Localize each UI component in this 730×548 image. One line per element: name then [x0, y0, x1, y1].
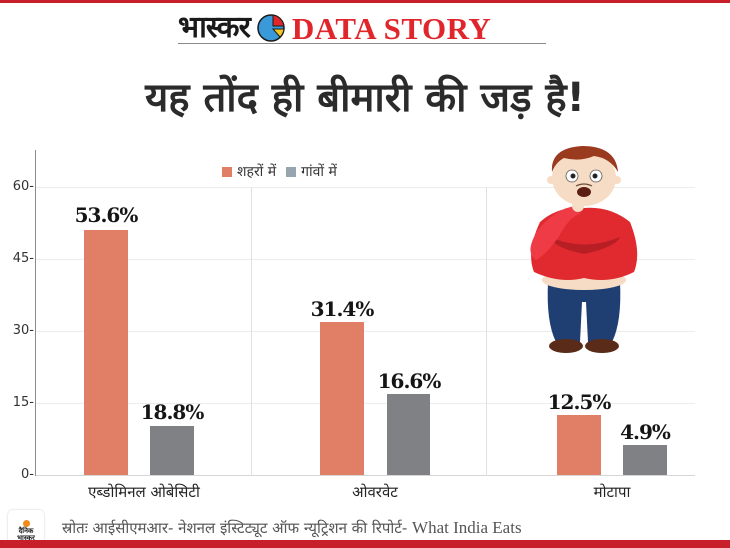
category-label-obesity: मोटापा [593, 483, 631, 501]
y-tick-15: 15- [12, 395, 34, 410]
bar-label-rural-obesity: 4.9% [620, 420, 671, 444]
dainik-bhaskar-logo: दैनिक भास्कर [8, 510, 44, 544]
logo-sun-icon [22, 520, 30, 527]
gridline-45 [36, 259, 695, 260]
source-text-hindi: स्रोतः आईसीएमआर- नेशनल इंस्टिट्यूट ऑफ न्… [62, 519, 408, 537]
source-text-english: What India Eats [412, 518, 522, 537]
legend-swatch-urban [222, 166, 232, 177]
x-axis-baseline [36, 475, 695, 476]
y-tick-0: 0- [21, 467, 34, 482]
category-label-overweight: ओवरवेट [352, 483, 398, 501]
bar-rural-overweight [387, 394, 430, 475]
y-tick-30: 30- [12, 323, 34, 338]
brand-english: DATA STORY [291, 10, 492, 46]
pie-chart-icon [257, 14, 285, 42]
gridline-60 [36, 187, 695, 188]
chart-legend: शहरों में गांवों में [222, 162, 337, 181]
legend-item-urban: शहरों में [222, 162, 276, 181]
bar-label-rural-overweight: 16.6% [377, 369, 442, 393]
category-label-abdominal-obesity: एब्डोमिनल ओबेसिटी [88, 483, 200, 501]
bar-urban-overweight [320, 322, 364, 475]
gridline-30 [36, 331, 695, 332]
legend-label-urban: शहरों में [237, 164, 277, 180]
overweight-boy-illustration [530, 146, 638, 353]
masthead-rule [178, 43, 546, 44]
y-tick-45: 45- [12, 251, 34, 266]
logo-line-1: दैनिक [18, 527, 34, 535]
bar-rural-abdominal-obesity [150, 426, 194, 475]
legend-swatch-rural [286, 166, 297, 177]
category-separator-1 [251, 187, 252, 476]
logo-line-2: भास्कर [17, 534, 35, 542]
bar-label-rural-abdominal-obesity: 18.8% [140, 400, 205, 424]
bottom-accent-bar [0, 540, 730, 548]
bar-rural-obesity [623, 445, 667, 475]
bar-label-urban-overweight: 31.4% [310, 297, 375, 321]
legend-item-rural: गांवों में [286, 162, 337, 181]
top-accent-bar [0, 0, 730, 3]
gridline-15 [36, 403, 695, 404]
brand-hindi: भास्कर [178, 10, 251, 45]
masthead: भास्कर DATA STORY [178, 10, 546, 46]
y-tick-60: 60- [12, 179, 34, 194]
legend-label-rural: गांवों में [301, 164, 337, 180]
source-note: स्रोतः आईसीएमआर- नेशनल इंस्टिट्यूट ऑफ न्… [62, 518, 522, 538]
bar-label-urban-obesity: 12.5% [547, 390, 612, 414]
bar-label-urban-abdominal-obesity: 53.6% [74, 203, 139, 227]
y-axis [35, 150, 36, 476]
category-separator-2 [486, 187, 487, 476]
bar-urban-obesity [557, 415, 601, 475]
page-title: यह तोंद ही बीमारी की जड़ है! [145, 75, 585, 121]
bar-urban-abdominal-obesity [84, 230, 128, 475]
